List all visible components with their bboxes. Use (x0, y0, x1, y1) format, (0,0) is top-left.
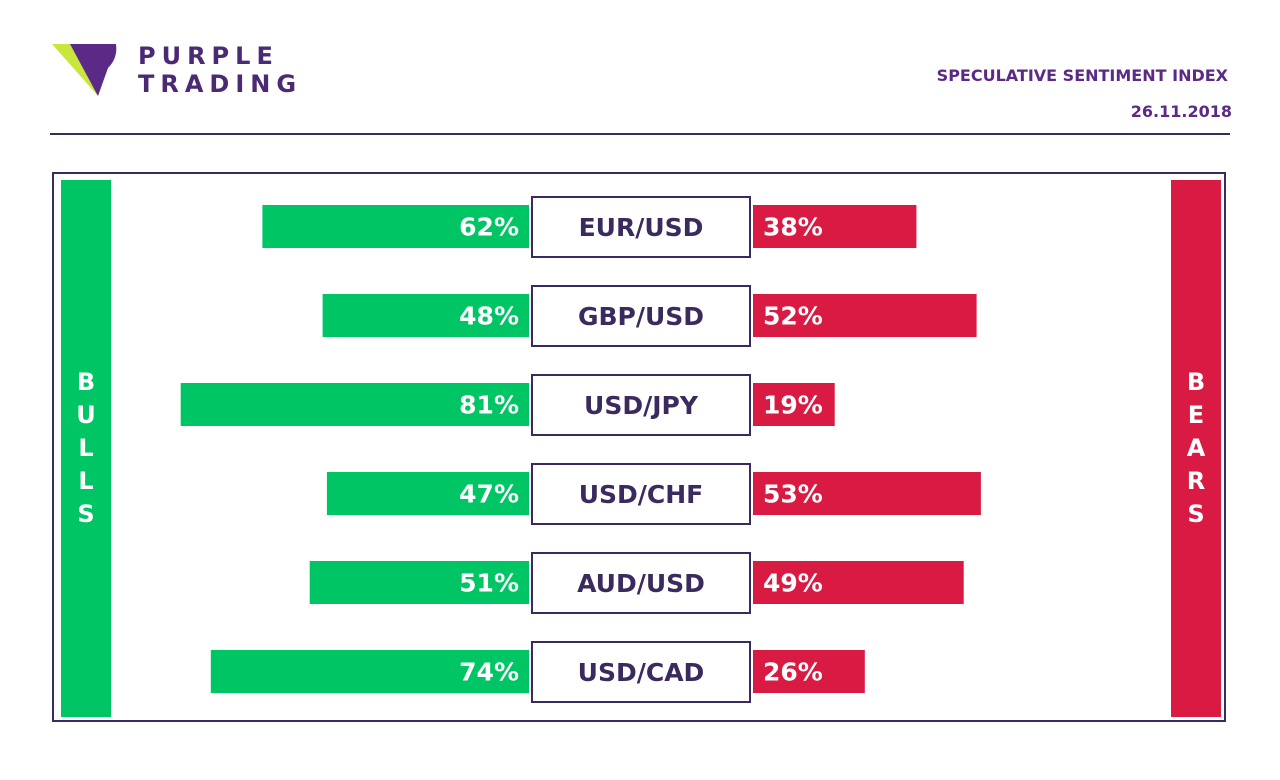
bulls-value-label: 48% (459, 302, 519, 331)
bears-bar (753, 205, 917, 248)
pair-label: GBP/USD (578, 302, 704, 331)
bulls-bar (309, 561, 529, 604)
sentiment-row: USD/CAD 74% 26% (210, 641, 865, 703)
bulls-bar (180, 383, 529, 426)
bulls-value-label: 81% (459, 391, 519, 420)
chart-frame (52, 172, 1226, 722)
bears-value-label: 49% (763, 569, 823, 598)
pair-box (531, 641, 751, 703)
pair-label: EUR/USD (579, 213, 704, 242)
pair-label: AUD/USD (577, 569, 705, 598)
brand-logo-icon (52, 44, 117, 96)
brand-wordmark: PURPLE TRADING (138, 42, 302, 98)
pair-box (531, 552, 751, 614)
bulls-bar (322, 294, 529, 337)
bears-value-label: 38% (763, 213, 823, 242)
bears-bar (753, 650, 865, 693)
pair-label: USD/CHF (579, 480, 704, 509)
bears-bar (753, 383, 835, 426)
sentiment-row: GBP/USD 48% 52% (322, 285, 977, 347)
brand-line-1: PURPLE (138, 42, 279, 70)
sentiment-row: USD/JPY 81% 19% (180, 374, 835, 436)
bulls-bar (326, 472, 529, 515)
bears-value-label: 26% (763, 658, 823, 687)
pair-label: USD/CAD (578, 658, 705, 687)
brand-logo: PURPLE TRADING (52, 40, 312, 100)
sentiment-row: USD/CHF 47% 53% (326, 463, 981, 525)
bears-value-label: 53% (763, 480, 823, 509)
pair-box (531, 196, 751, 258)
pair-box (531, 374, 751, 436)
bulls-bar (210, 650, 530, 693)
sentiment-row: EUR/USD 62% 38% (262, 196, 917, 258)
pair-label: USD/JPY (584, 391, 699, 420)
bears-value-label: 19% (763, 391, 823, 420)
bulls-value-label: 47% (459, 480, 519, 509)
pair-box (531, 285, 751, 347)
sentiment-row: AUD/USD 51% 49% (309, 552, 964, 614)
bears-value-label: 52% (763, 302, 823, 331)
bulls-value-label: 62% (459, 213, 519, 242)
bears-bar (753, 561, 964, 604)
brand-line-2: TRADING (138, 70, 303, 98)
header-info: SPECULATIVE SENTIMENT INDEX 26.11.2018 (937, 58, 1232, 130)
bulls-bar (262, 205, 529, 248)
report-date: 26.11.2018 (1130, 102, 1232, 121)
bears-bar (753, 472, 981, 515)
bulls-value-label: 74% (459, 658, 519, 687)
pair-box (531, 463, 751, 525)
header-divider (50, 133, 1230, 135)
bulls-value-label: 51% (459, 569, 519, 598)
page-title: SPECULATIVE SENTIMENT INDEX (936, 66, 1228, 85)
bears-bar (753, 294, 977, 337)
